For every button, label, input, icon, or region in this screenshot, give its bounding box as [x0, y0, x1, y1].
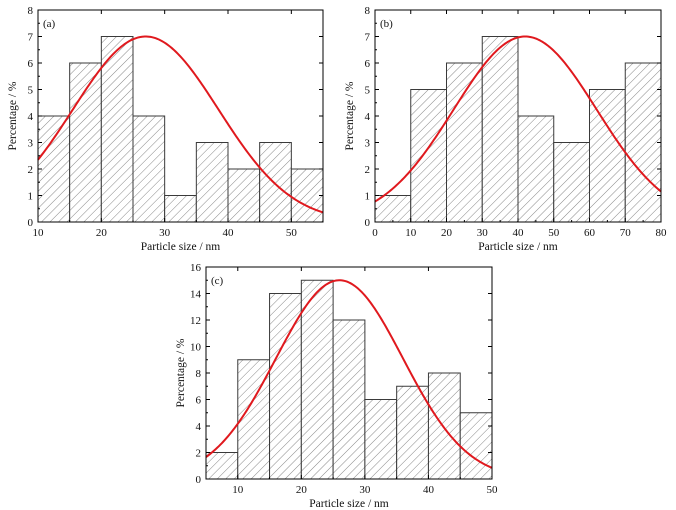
panel-a-x-tick-label: 50: [286, 227, 298, 239]
panel-a-fit-curve: [37, 35, 324, 214]
panel-a-bar-10-15: [37, 115, 71, 223]
panel-b-chart: (b) Particle size / nm Percentage / % 0 1…: [344, 5, 667, 253]
panel-a-bar-50-55: [290, 168, 324, 223]
panel-c-y-tick-label: 4: [196, 421, 202, 433]
panel-b-y-tick-label: 1: [365, 191, 371, 203]
panel-b-y-tick-label: 7: [365, 32, 371, 44]
panel-c-label: (c): [211, 275, 224, 287]
panel-b-x-tick-label: 70: [620, 227, 632, 239]
panel-a-label: (a): [43, 18, 56, 30]
panel-b-y-tick-label: 2: [365, 164, 371, 176]
panel-a-x-tick-label: 10: [33, 227, 45, 239]
panel-a-y-tick-label: 7: [28, 32, 34, 44]
panel-c-y-tick-label: 2: [196, 448, 202, 460]
panel-b-bar-10-20: [410, 89, 447, 223]
panel-a-y-axis-title: Percentage / %: [7, 81, 19, 150]
panel-b-y-tick-label: 4: [365, 111, 371, 123]
panel-a-y-tick-label: 8: [28, 5, 34, 17]
panel-a-x-tick-label: 40: [223, 227, 235, 239]
panel-b-y-axis-title: Percentage / %: [344, 81, 356, 150]
panel-a-bar-40-45: [227, 168, 261, 223]
panel-a-x-tick-label: 30: [159, 227, 171, 239]
panel-b-x-axis-title: Particle size / nm: [478, 241, 558, 253]
panel-a-bar-45-50: [259, 142, 292, 223]
panel-c-bar-10-15: [237, 359, 271, 480]
panel-c-bar-45-50: [459, 412, 493, 480]
panel-b-bar-50-60: [553, 142, 590, 223]
panel-a-y-tick-label: 2: [28, 164, 34, 176]
panel-b-x-tick-label: 0: [372, 227, 378, 239]
panel-b-x-tick-label: 50: [548, 227, 560, 239]
panel-c-bar-30-35: [364, 399, 398, 480]
panel-b-x-tick-label: 40: [513, 227, 525, 239]
panel-a-y-tick-label: 6: [28, 58, 34, 70]
panel-b-x-tick-label: 80: [656, 227, 668, 239]
panel-a-x-tick-label: 20: [96, 227, 108, 239]
panel-c-y-tick-label: 6: [196, 395, 202, 407]
panel-b-y-tick-label: 8: [365, 5, 371, 17]
panel-c-x-tick-label: 30: [359, 484, 371, 496]
panel-c-y-tick-label: 8: [196, 368, 202, 380]
panel-a-bar-25-30: [132, 115, 166, 223]
panel-a-bar-15-20: [69, 62, 102, 223]
panel-a-chart: (a) Particle size / nm Percentage / % 10…: [7, 5, 324, 253]
panel-c-y-tick-label: 0: [196, 474, 202, 486]
panel-c-chart: (c) Particle size / nm Percentage / % 10…: [175, 262, 498, 510]
panel-b-x-tick-label: 30: [477, 227, 489, 239]
panel-b-y-tick-label: 5: [365, 85, 371, 97]
panel-c-y-tick-label: 10: [190, 342, 202, 354]
panel-c-fit-curve: [205, 279, 493, 469]
panel-c-y-tick-label: 16: [190, 262, 202, 274]
panel-b-bar-60-70: [589, 89, 626, 223]
panel-b-bar-70-80: [624, 62, 662, 223]
panel-c-bar-15-20: [269, 293, 302, 480]
panel-c-x-tick-label: 40: [423, 484, 435, 496]
panel-b-x-tick-label: 20: [441, 227, 453, 239]
panel-a-bar-35-40: [195, 142, 229, 223]
panel-a-y-tick-label: 1: [28, 191, 34, 203]
panel-b-bar-20-30: [446, 62, 483, 223]
panel-a-bar-30-35: [164, 195, 197, 223]
panel-b-fit-curve: [374, 35, 662, 203]
panel-a-y-tick-label: 3: [28, 138, 34, 150]
panel-c-bar-35-40: [396, 385, 429, 480]
panel-a-y-tick-label: 5: [28, 85, 34, 97]
panel-b-x-tick-label: 10: [405, 227, 417, 239]
panel-b-y-tick-label: 6: [365, 58, 371, 70]
panel-b-bar-40-50: [517, 115, 555, 223]
panel-c-y-tick-label: 12: [190, 315, 201, 327]
panel-c-y-tick-label: 14: [190, 289, 202, 301]
panel-c-bar-20-25: [300, 279, 334, 480]
panel-a-x-axis-title: Particle size / nm: [141, 241, 221, 253]
panel-c-x-tick-label: 50: [487, 484, 499, 496]
panel-b-bar-30-40: [481, 36, 519, 223]
panel-c-x-tick-label: 10: [232, 484, 244, 496]
panel-a-y-tick-label: 4: [28, 111, 34, 123]
panel-c-bar-5-10: [205, 452, 239, 480]
panel-c-bar-25-30: [332, 319, 366, 480]
panel-b-bar-0-10: [374, 195, 412, 223]
panel-c-bar-40-45: [427, 372, 461, 480]
panel-b-label: (b): [380, 18, 393, 30]
panel-c-x-tick-label: 20: [296, 484, 308, 496]
panel-c-x-axis-title: Particle size / nm: [309, 498, 389, 510]
panel-a-bar-20-25: [100, 36, 134, 223]
panel-b-x-tick-label: 60: [584, 227, 596, 239]
panel-c-y-axis-title: Percentage / %: [175, 338, 187, 407]
panel-a-y-tick-label: 0: [28, 217, 34, 229]
panel-b-y-tick-label: 3: [365, 138, 371, 150]
panel-b-y-tick-label: 0: [365, 217, 371, 229]
